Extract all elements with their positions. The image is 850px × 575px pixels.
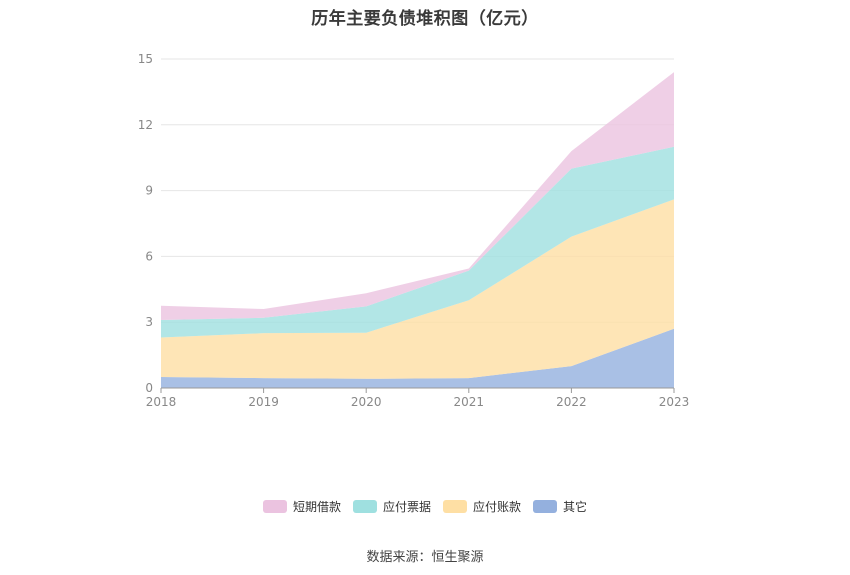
legend-swatch	[443, 500, 467, 513]
y-tick-label: 3	[145, 315, 153, 329]
area-series	[161, 72, 674, 388]
axes: 0 3 6 9 12 15 2018 2019 2020 2021 2022 2023	[138, 52, 690, 409]
x-tick-label: 2020	[351, 395, 382, 409]
x-tick-label: 2021	[454, 395, 485, 409]
legend-swatch	[533, 500, 558, 513]
data-source: 数据来源：恒生聚源	[366, 550, 484, 565]
legend-label: 应付账款	[473, 500, 522, 514]
legend-label: 其它	[563, 500, 588, 514]
legend-item[interactable]: 短期借款	[262, 498, 341, 515]
y-tick-label: 9	[145, 184, 153, 198]
y-tick-label: 0	[145, 381, 153, 395]
legend-item[interactable]: 应付票据	[352, 498, 431, 515]
legend-item[interactable]: 应付账款	[443, 498, 521, 515]
x-tick-label: 2022	[556, 395, 587, 409]
legend-swatch	[262, 500, 287, 513]
y-tick-label: 6	[145, 249, 153, 263]
legend-swatch	[352, 500, 377, 513]
legend-label: 短期借款	[292, 500, 341, 514]
chart-title: 历年主要负债堆积图（亿元）	[311, 9, 539, 29]
area-0	[161, 328, 674, 388]
y-tick-label: 15	[138, 52, 153, 66]
y-tick-label: 12	[138, 118, 153, 132]
area-1	[161, 199, 674, 379]
legend-item[interactable]: 其它	[533, 498, 587, 515]
x-tick-label: 2023	[659, 395, 690, 409]
x-tick-label: 2019	[248, 395, 279, 409]
legend: 短期借款 应付票据 应付账款 其它	[0, 498, 850, 515]
legend-label: 应付票据	[382, 500, 431, 514]
x-tick-label: 2018	[146, 395, 177, 409]
area-2	[161, 146, 674, 338]
